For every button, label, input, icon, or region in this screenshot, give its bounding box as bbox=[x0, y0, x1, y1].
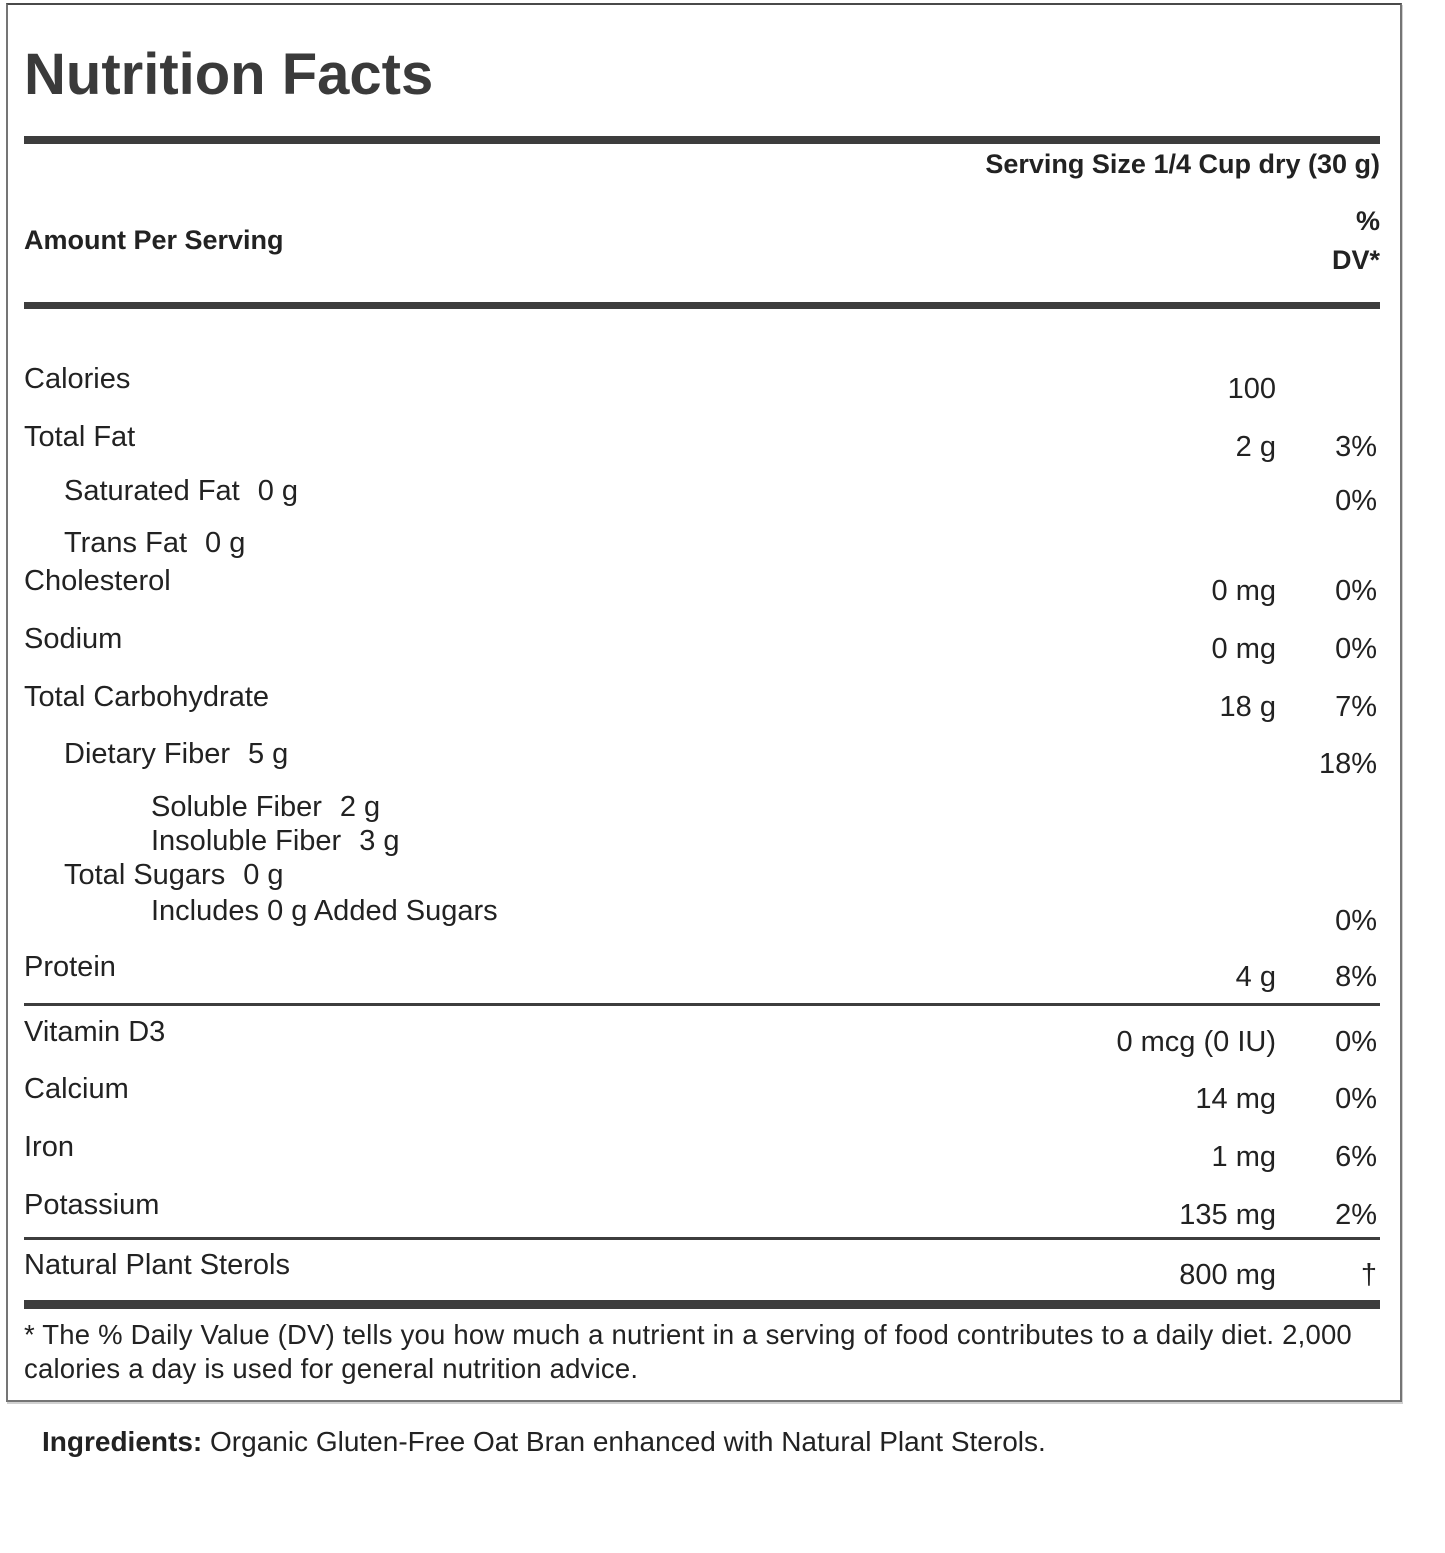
column-header-row: Amount Per Serving % DV* bbox=[24, 202, 1380, 280]
nutrient-name: Total Sugars bbox=[64, 858, 226, 891]
percent-dv-header: % DV* bbox=[1332, 202, 1380, 280]
row-sodium: Sodium 0 mg 0% bbox=[24, 622, 1380, 665]
nutrient-amount: 14 mg bbox=[1195, 1082, 1276, 1115]
row-vitamin-d3: Vitamin D3 0 mcg (0 IU) 0% bbox=[24, 1015, 1380, 1058]
nutrient-dv: † bbox=[1360, 1258, 1377, 1291]
nutrition-facts-panel: Nutrition Facts Serving Size 1/4 Cup dry… bbox=[6, 3, 1402, 1402]
nutrient-dv: 0% bbox=[1335, 1025, 1377, 1058]
nutrient-dv: 8% bbox=[1335, 960, 1377, 993]
row-dietary-fiber: Dietary Fiber 5 g 18% bbox=[24, 737, 1380, 780]
row-insoluble-fiber: Insoluble Fiber 3 g bbox=[24, 825, 1380, 859]
row-potassium: Potassium 135 mg 2% bbox=[24, 1188, 1380, 1231]
divider-bar-header bbox=[24, 301, 1380, 309]
serving-size: Serving Size 1/4 Cup dry (30 g) bbox=[985, 148, 1380, 179]
spacer bbox=[24, 1223, 1380, 1237]
nutrient-amount: 18 g bbox=[1219, 690, 1276, 723]
row-trans-fat: Trans Fat 0 g bbox=[24, 527, 1380, 561]
nutrient-amount: 0 mg bbox=[1211, 574, 1276, 607]
nutrient-rows: Calories 100 Total Fat 2 g 3% Saturated … bbox=[24, 362, 1380, 1291]
nutrient-name: Iron bbox=[24, 1130, 74, 1163]
nutrient-name: Insoluble Fiber bbox=[151, 824, 342, 857]
nutrient-amount: 0 mcg (0 IU) bbox=[1116, 1025, 1276, 1058]
nutrient-dv: 7% bbox=[1335, 690, 1377, 723]
percent-dv-header-line2: DV* bbox=[1331, 244, 1380, 275]
label-title: Nutrition Facts bbox=[24, 42, 434, 107]
daily-value-footnote: * The % Daily Value (DV) tells you how m… bbox=[24, 1318, 1352, 1384]
row-soluble-fiber: Soluble Fiber 2 g bbox=[24, 791, 1380, 825]
nutrient-name: Vitamin D3 bbox=[24, 1015, 166, 1048]
divider-bar-bottom bbox=[24, 1299, 1380, 1309]
nutrient-dv: 18% bbox=[1318, 747, 1377, 780]
nutrient-amount: 0 mg bbox=[1211, 632, 1276, 665]
row-cholesterol: Cholesterol 0 mg 0% bbox=[24, 564, 1380, 607]
nutrient-amount: 2 g bbox=[1235, 430, 1276, 463]
nutrient-name: Saturated Fat bbox=[64, 474, 240, 507]
nutrient-dv: 0% bbox=[1335, 904, 1377, 937]
nutrient-name: Trans Fat bbox=[64, 526, 188, 559]
nutrient-name: Total Fat bbox=[24, 420, 136, 453]
nutrient-inline-amount: 5 g bbox=[248, 737, 289, 770]
ingredients-text: Organic Gluten-Free Oat Bran enhanced wi… bbox=[202, 1426, 1046, 1457]
ingredients-label: Ingredients: bbox=[42, 1426, 203, 1457]
row-protein: Protein 4 g 8% bbox=[24, 950, 1380, 993]
nutrient-dv: 0% bbox=[1335, 484, 1377, 517]
nutrient-name: Total Carbohydrate bbox=[24, 680, 270, 713]
row-total-fat: Total Fat 2 g 3% bbox=[24, 420, 1380, 463]
divider-bar-protein bbox=[24, 1002, 1380, 1006]
ingredients-line: Ingredients: Organic Gluten-Free Oat Bra… bbox=[42, 1425, 1402, 1459]
row-total-carbohydrate: Total Carbohydrate 18 g 7% bbox=[24, 680, 1380, 723]
nutrient-dv: 0% bbox=[1335, 574, 1377, 607]
nutrient-inline-amount: 0 g bbox=[243, 858, 284, 891]
nutrient-amount: 100 bbox=[1227, 372, 1276, 405]
nutrient-dv: 0% bbox=[1335, 632, 1377, 665]
nutrient-name: Protein bbox=[24, 950, 116, 983]
nutrient-amount: 4 g bbox=[1235, 960, 1276, 993]
nutrient-inline-amount: 3 g bbox=[359, 824, 400, 857]
nutrient-amount: 800 mg bbox=[1179, 1258, 1276, 1291]
divider-bar-potassium bbox=[24, 1236, 1380, 1240]
amount-per-serving-label: Amount Per Serving bbox=[24, 225, 284, 256]
row-iron: Iron 1 mg 6% bbox=[24, 1130, 1380, 1173]
row-total-sugars: Total Sugars 0 g bbox=[24, 859, 1380, 893]
nutrient-dv: 2% bbox=[1335, 1198, 1377, 1231]
nutrient-name: Calories bbox=[24, 362, 131, 395]
nutrient-dv: 3% bbox=[1335, 430, 1377, 463]
nutrient-dv: 0% bbox=[1335, 1082, 1377, 1115]
nutrient-name: Dietary Fiber bbox=[64, 737, 230, 770]
percent-dv-header-line1: % bbox=[1355, 205, 1380, 236]
nutrient-amount: 135 mg bbox=[1179, 1198, 1276, 1231]
row-saturated-fat: Saturated Fat 0 g 0% bbox=[24, 474, 1380, 517]
nutrient-inline-amount: 0 g bbox=[205, 526, 246, 559]
row-calories: Calories 100 bbox=[24, 362, 1380, 405]
nutrient-name: Soluble Fiber bbox=[151, 790, 322, 823]
row-plant-sterols: Natural Plant Sterols 800 mg † bbox=[24, 1248, 1380, 1291]
nutrient-name: Sodium bbox=[24, 622, 123, 655]
nutrient-name: Calcium bbox=[24, 1072, 129, 1105]
nutrient-name: Potassium bbox=[24, 1188, 160, 1221]
nutrient-name: Cholesterol bbox=[24, 564, 171, 597]
spacer bbox=[24, 985, 1380, 1003]
row-calcium: Calcium 14 mg 0% bbox=[24, 1072, 1380, 1115]
nutrient-name: Natural Plant Sterols bbox=[24, 1248, 290, 1281]
nutrient-inline-amount: 2 g bbox=[339, 790, 381, 823]
divider-bar-top bbox=[24, 135, 1380, 144]
row-added-sugars: Includes 0 g Added Sugars 0% bbox=[24, 894, 1380, 937]
nutrient-inline-amount: 0 g bbox=[257, 474, 299, 507]
nutrient-name: Includes 0 g Added Sugars bbox=[151, 894, 498, 927]
nutrient-dv: 6% bbox=[1335, 1140, 1377, 1173]
nutrient-amount: 1 mg bbox=[1211, 1140, 1276, 1173]
